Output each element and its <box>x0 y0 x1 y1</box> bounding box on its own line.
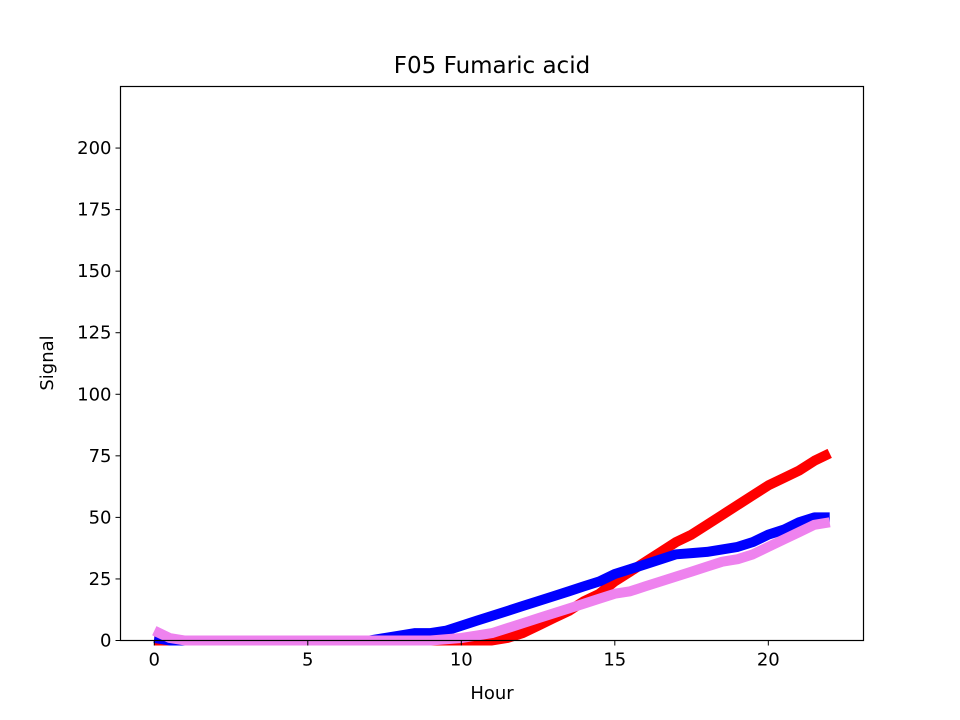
x-axis-label: Hour <box>470 683 514 704</box>
y-tick-label: 75 <box>89 446 112 467</box>
y-tick-label: 125 <box>77 323 111 344</box>
y-tick-label: 50 <box>89 507 112 528</box>
series-line-2 <box>153 512 830 646</box>
chart-title: F05 Fumaric acid <box>394 53 590 79</box>
plot-area <box>152 448 832 646</box>
series-line-3 <box>152 517 831 646</box>
y-tick-label: 25 <box>89 569 112 590</box>
y-tick-label: 200 <box>77 138 111 159</box>
x-axis: 0 5 10 15 20 <box>149 640 780 671</box>
y-tick-label: 0 <box>100 631 111 652</box>
y-tick-label: 175 <box>77 200 111 221</box>
x-tick-label: 0 <box>149 650 160 671</box>
plot-frame <box>119 85 865 642</box>
x-tick-label: 20 <box>757 650 780 671</box>
y-axis-label: Signal <box>37 335 58 390</box>
y-tick-label: 150 <box>77 261 111 282</box>
x-tick-label: 5 <box>302 650 313 671</box>
x-tick-label: 10 <box>450 650 473 671</box>
y-axis: 0 25 50 75 100 125 150 175 200 <box>77 138 121 652</box>
y-tick-label: 100 <box>77 384 111 405</box>
x-tick-label: 15 <box>603 650 626 671</box>
